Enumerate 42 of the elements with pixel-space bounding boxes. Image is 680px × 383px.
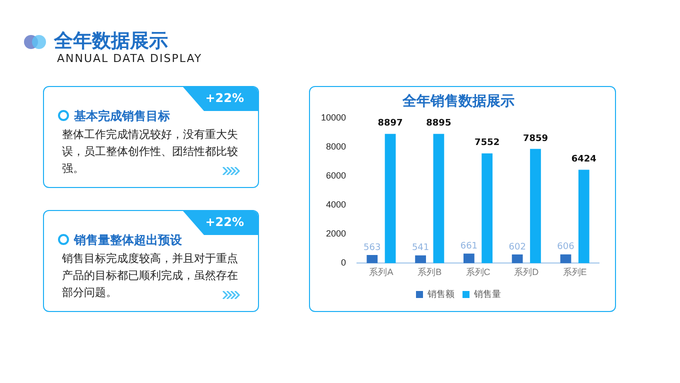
bar bbox=[463, 254, 474, 264]
data-label: 7552 bbox=[474, 138, 500, 148]
data-label: 8895 bbox=[426, 118, 452, 129]
data-label: 6424 bbox=[571, 154, 596, 165]
x-tick-label: 系列A bbox=[369, 267, 394, 278]
data-label: 8897 bbox=[378, 118, 403, 129]
text: 销售量整体超出预设 bbox=[74, 232, 182, 249]
y-tick-label: 6000 bbox=[326, 170, 346, 180]
y-tick-label: 10000 bbox=[320, 112, 346, 122]
text: ANNUAL DATA DISPLAY bbox=[57, 52, 202, 65]
text: 全年数据展示 bbox=[54, 29, 168, 54]
text: 整体工作完成情况较好，没有重大失误，员工整体创作性、团结性都比较强。 bbox=[62, 127, 239, 177]
y-tick-label: 2000 bbox=[326, 228, 346, 239]
text: 基本完成销售目标 bbox=[74, 108, 170, 125]
bar bbox=[433, 134, 444, 264]
y-tick-label: 4000 bbox=[326, 200, 346, 210]
bar bbox=[415, 255, 426, 264]
legend-label: 销售额 bbox=[426, 288, 454, 299]
data-label: 602 bbox=[508, 242, 526, 252]
bar bbox=[578, 170, 590, 264]
bar bbox=[482, 153, 493, 264]
x-tick-label: 系列E bbox=[562, 267, 587, 278]
x-tick-label: 系列C bbox=[466, 267, 491, 278]
text: +22% bbox=[205, 91, 244, 105]
data-label: 7859 bbox=[522, 134, 548, 144]
data-label: 661 bbox=[460, 241, 478, 252]
bar bbox=[512, 254, 523, 264]
text: +22% bbox=[205, 215, 244, 229]
legend-label: 销售量 bbox=[473, 288, 501, 299]
y-tick-label: 0 bbox=[341, 258, 346, 268]
data-label: 563 bbox=[364, 242, 381, 253]
x-tick-label: 系列B bbox=[418, 267, 442, 278]
text: 销售目标完成度较高，并且对于重点产品的目标都已顺利完成，虽然存在部分问题。 bbox=[62, 251, 239, 301]
bar bbox=[366, 255, 378, 264]
chart-title: 全年销售数据展示 bbox=[402, 92, 514, 108]
data-label: 606 bbox=[557, 242, 575, 252]
bar bbox=[384, 134, 396, 264]
bar bbox=[530, 148, 541, 264]
data-label: 541 bbox=[412, 243, 430, 254]
y-tick-label: 8000 bbox=[326, 141, 346, 152]
bar bbox=[560, 254, 572, 264]
x-tick-label: 系列D bbox=[514, 267, 540, 278]
